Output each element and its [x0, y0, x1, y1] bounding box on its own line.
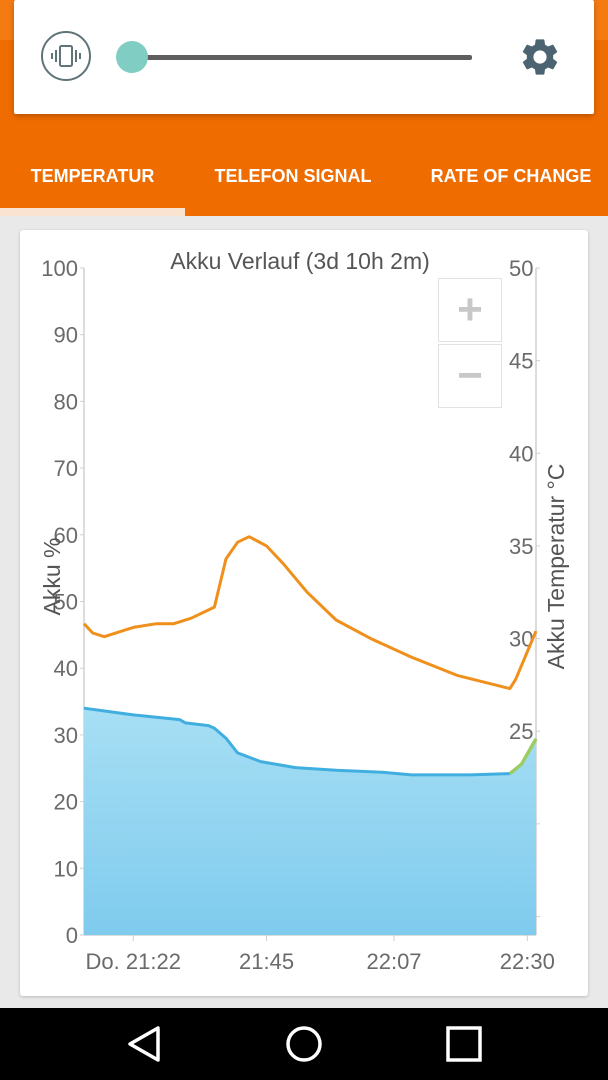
y-right-tick-label: 40 — [509, 441, 533, 466]
y-right-tick-label: 50 — [509, 256, 533, 281]
y-left-tick-label: 0 — [66, 923, 78, 948]
tab-bar: TEMPERATUR TELEFON SIGNAL RATE OF CHANGE — [0, 148, 608, 216]
home-circle-icon[interactable] — [284, 1024, 324, 1064]
zoom-out-icon: − — [457, 351, 483, 400]
zoom-out-button[interactable]: − — [438, 344, 502, 408]
battery-charging-line — [508, 738, 538, 775]
tab-temperatur[interactable]: TEMPERATUR — [30, 166, 155, 186]
y-left-tick-label: 40 — [54, 656, 78, 681]
y-axis-right-label: Akku Temperatur °C — [543, 464, 569, 670]
y-right-tick-label: 35 — [509, 534, 533, 559]
zoom-in-button[interactable]: + — [438, 278, 502, 342]
y-left-tick-label: 90 — [54, 323, 78, 348]
battery-line — [83, 706, 510, 777]
x-tick-label: 22:07 — [366, 949, 421, 974]
y-left-tick-label: 20 — [54, 790, 78, 815]
y-left-tick-label: 60 — [54, 523, 78, 548]
y-left-tick-label: 10 — [54, 856, 78, 881]
chart-title: Akku Verlauf (3d 10h 2m) — [170, 248, 430, 274]
x-tick-label: 22:30 — [500, 949, 555, 974]
battery-area — [84, 708, 536, 935]
x-tick-label: Do. 21:22 — [86, 949, 181, 974]
y-left-tick-label: 70 — [54, 456, 78, 481]
chart-card: 01020304050607080901001520253035404550Do… — [20, 230, 588, 996]
y-left-tick-label: 100 — [41, 256, 78, 281]
tab-indicator — [0, 208, 185, 216]
zoom-in-icon: + — [457, 285, 483, 334]
back-triangle-icon[interactable] — [124, 1024, 164, 1064]
y-axis-left-label: Akku % — [39, 538, 65, 616]
volume-slider-thumb[interactable] — [116, 41, 148, 73]
temperature-line — [82, 535, 538, 691]
y-right-tick-label: 25 — [509, 719, 533, 744]
vibrate-icon — [51, 45, 81, 67]
y-left-tick-label: 30 — [54, 723, 78, 748]
tab-telefon-signal[interactable]: TELEFON SIGNAL — [214, 166, 372, 186]
settings-button[interactable] — [518, 35, 562, 79]
volume-slider[interactable] — [116, 41, 472, 73]
y-right-tick-label: 45 — [509, 349, 533, 374]
gear-icon — [522, 39, 558, 75]
x-tick-label: 21:45 — [239, 949, 294, 974]
recents-square-icon[interactable] — [444, 1024, 484, 1064]
y-left-tick-label: 50 — [54, 590, 78, 615]
navigation-bar — [0, 1008, 608, 1080]
battery-chart[interactable]: 01020304050607080901001520253035404550Do… — [20, 230, 588, 996]
tab-rate-of-change[interactable]: RATE OF CHANGE — [430, 166, 592, 186]
vibrate-button[interactable] — [41, 31, 91, 81]
volume-panel — [14, 0, 594, 114]
y-left-tick-label: 80 — [54, 389, 78, 414]
